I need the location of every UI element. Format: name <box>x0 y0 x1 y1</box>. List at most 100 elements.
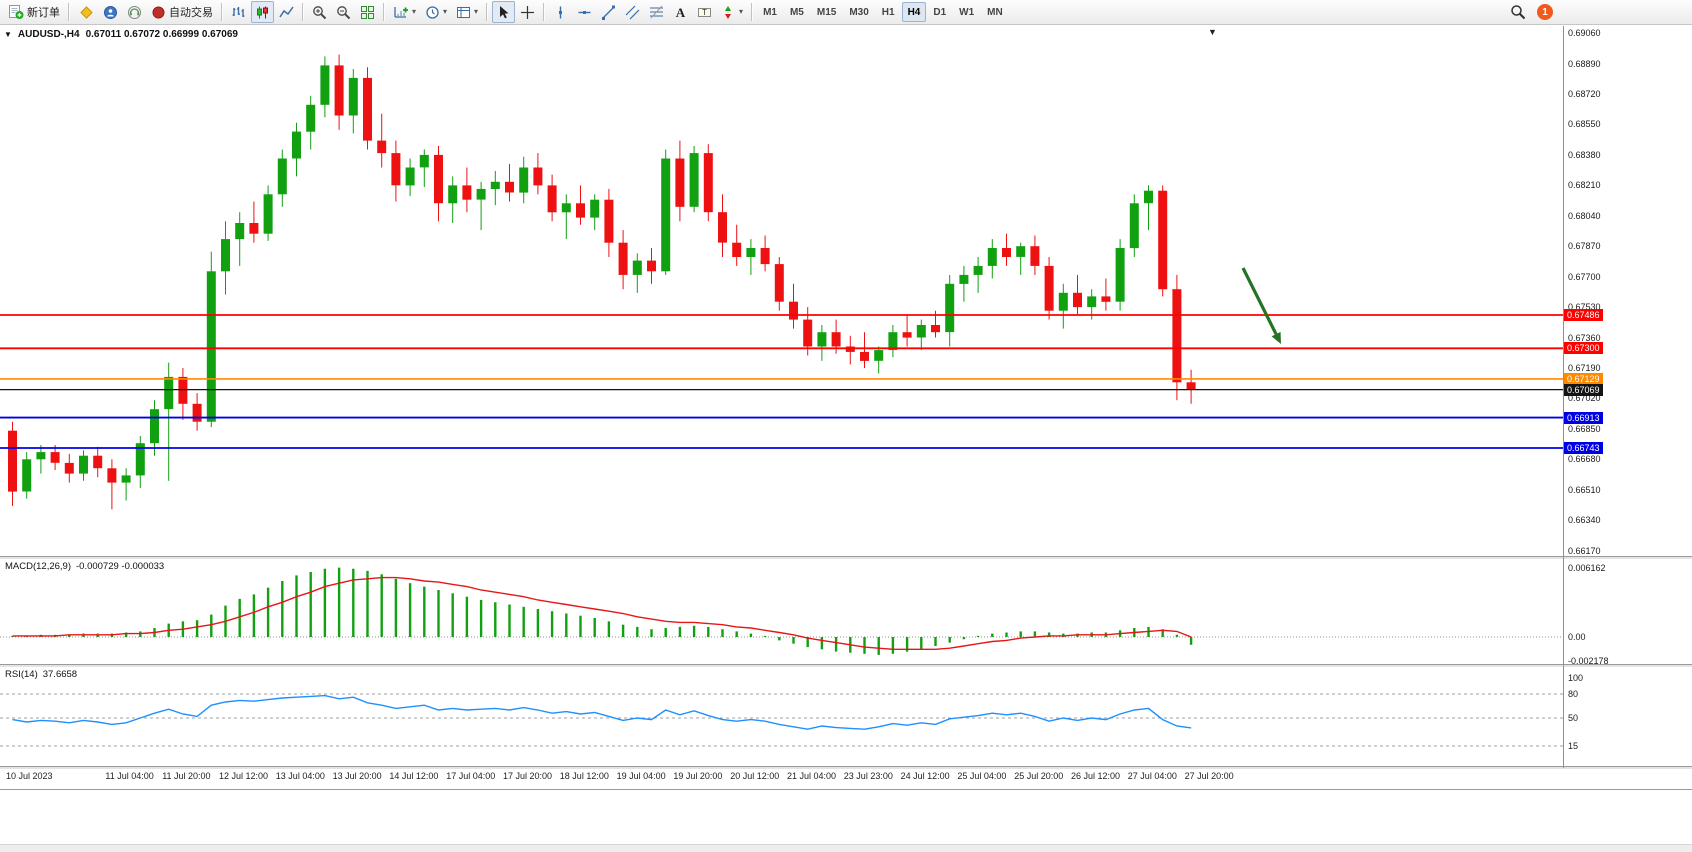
zoom-out-icon <box>337 5 351 19</box>
bar-chart-button[interactable] <box>227 1 250 23</box>
candle-bearish <box>675 158 685 207</box>
chevron-down-icon: ▾ <box>739 7 744 16</box>
candle-bearish <box>178 376 188 404</box>
candle-bullish <box>348 77 358 116</box>
time-axis-label: 17 Jul 04:00 <box>446 771 496 781</box>
metaquotes-button[interactable] <box>74 1 98 23</box>
toolbar-separator <box>486 3 489 21</box>
price-tag: 0.66743 <box>1564 442 1603 455</box>
candle-bearish <box>1044 265 1054 311</box>
community-button[interactable] <box>99 1 122 23</box>
candle-bearish <box>434 154 443 204</box>
candle-bearish <box>760 248 770 265</box>
price-axis-label: 0.66680 <box>1568 454 1601 465</box>
panel-splitter[interactable] <box>0 766 1692 769</box>
candle-bearish <box>462 185 472 200</box>
vertical-line-icon <box>559 6 563 18</box>
candle-bullish <box>1058 292 1068 311</box>
candle-bullish <box>292 131 301 159</box>
panel-splitter[interactable] <box>0 664 1692 667</box>
price-axis-label: 0.68380 <box>1568 149 1601 160</box>
timeframe-button-w1[interactable]: W1 <box>953 2 980 22</box>
time-axis[interactable]: 10 Jul 2023 11 Jul 04:00 11 Jul 20:00 12 Ju… <box>0 768 1692 788</box>
rsi-axis-label: 100 <box>1568 673 1584 683</box>
macd-panel[interactable] <box>0 558 1563 664</box>
periods-button[interactable]: ▾ <box>421 1 451 23</box>
candle-bearish <box>64 462 74 474</box>
arrow-annotation[interactable] <box>1241 267 1278 335</box>
line-chart-icon <box>279 6 294 17</box>
rsi-panel[interactable] <box>0 666 1563 766</box>
horizontal-line-button[interactable] <box>573 1 596 23</box>
candle-bearish <box>547 185 557 213</box>
timeframe-button-m1[interactable]: M1 <box>757 2 783 22</box>
timeframe-button-m15[interactable]: M15 <box>811 2 842 22</box>
chart-menu-icon[interactable]: ▼ <box>4 30 12 39</box>
candle-bullish <box>1129 203 1139 249</box>
timeframe-button-m5[interactable]: M5 <box>784 2 810 22</box>
crosshair-button[interactable] <box>516 1 539 23</box>
macd-axis-label: -0.002178 <box>1568 656 1609 667</box>
candle-bullish <box>632 260 642 275</box>
label-button[interactable]: T <box>693 1 716 23</box>
arrows-button[interactable]: ▾ <box>717 1 747 23</box>
candle-bearish <box>377 140 387 154</box>
channel-button[interactable] <box>621 1 644 23</box>
zoom-in-button[interactable] <box>308 1 331 23</box>
chart-shift-marker[interactable]: ▼ <box>1208 27 1217 37</box>
price-axis-label: 0.68040 <box>1568 210 1601 221</box>
time-axis-label: 27 Jul 20:00 <box>1184 771 1234 781</box>
templates-button[interactable]: ▾ <box>452 1 482 23</box>
autotrade-button[interactable]: 自动交易 <box>147 1 217 23</box>
templates-icon <box>457 6 471 18</box>
cursor-button[interactable] <box>492 1 516 23</box>
time-axis-label: 10 Jul 2023 <box>6 771 53 781</box>
new-order-label: 新订单 <box>27 7 60 19</box>
candle-bullish <box>519 167 529 193</box>
candle-bearish <box>249 223 259 234</box>
candle-bearish <box>647 260 656 272</box>
timeframe-button-d1[interactable]: D1 <box>927 2 952 22</box>
price-axis-label: 0.66340 <box>1568 515 1601 526</box>
candle-bullish <box>561 203 571 213</box>
trendline-button[interactable] <box>597 1 620 23</box>
timeframe-button-h4[interactable]: H4 <box>901 2 927 22</box>
fibonacci-button[interactable] <box>645 1 668 23</box>
chart-window[interactable]: 10 Jul 2023 11 Jul 04:00 11 Jul 20:00 12 Ju… <box>0 26 1692 790</box>
rsi-axis-label: 50 <box>1568 713 1579 723</box>
candle-bullish <box>973 265 983 275</box>
tile-windows-button[interactable] <box>356 1 379 23</box>
candle-bullish <box>1087 296 1097 308</box>
candlestick-chart-button[interactable] <box>251 1 274 23</box>
zoom-out-button[interactable] <box>332 1 355 23</box>
timeframe-button-h1[interactable]: H1 <box>876 2 901 22</box>
time-axis-label: 12 Jul 12:00 <box>219 771 269 781</box>
time-axis-label: 18 Jul 12:00 <box>559 771 609 781</box>
time-axis-label: 17 Jul 20:00 <box>503 771 553 781</box>
price-chart-canvas[interactable] <box>0 26 1563 556</box>
search-button[interactable] <box>1506 1 1530 23</box>
vertical-line-button[interactable] <box>549 1 572 23</box>
notification-badge[interactable]: 1 <box>1537 4 1553 20</box>
autotrade-icon <box>152 6 165 18</box>
new-chart-button[interactable]: ▾ <box>389 1 420 23</box>
main-toolbar: 新订单 自动交易 ▾ ▾ ▾ <box>0 0 1692 25</box>
candle-bearish <box>1158 190 1168 290</box>
text-button[interactable]: A <box>669 1 692 23</box>
community-icon <box>104 5 117 19</box>
timeframe-button-m30[interactable]: M30 <box>843 2 874 22</box>
market-button[interactable] <box>123 1 146 23</box>
new-chart-icon <box>394 6 408 18</box>
candle-bullish <box>888 332 898 351</box>
new-order-button[interactable]: 新订单 <box>4 1 64 23</box>
panel-splitter[interactable] <box>0 556 1692 559</box>
symbol-header: ▼ AUDUSD-,H4 0.67011 0.67072 0.66999 0.6… <box>4 29 238 40</box>
line-chart-button[interactable] <box>275 1 298 23</box>
timeframe-button-mn[interactable]: MN <box>981 2 1009 22</box>
candle-bearish <box>533 167 543 186</box>
horizontal-line-icon <box>578 10 591 14</box>
price-tag: 0.67300 <box>1564 342 1603 355</box>
candlestick-chart-icon <box>257 6 268 18</box>
price-axis-label: 0.67020 <box>1568 393 1601 404</box>
time-axis-label: 11 Jul 04:00 <box>105 771 154 781</box>
